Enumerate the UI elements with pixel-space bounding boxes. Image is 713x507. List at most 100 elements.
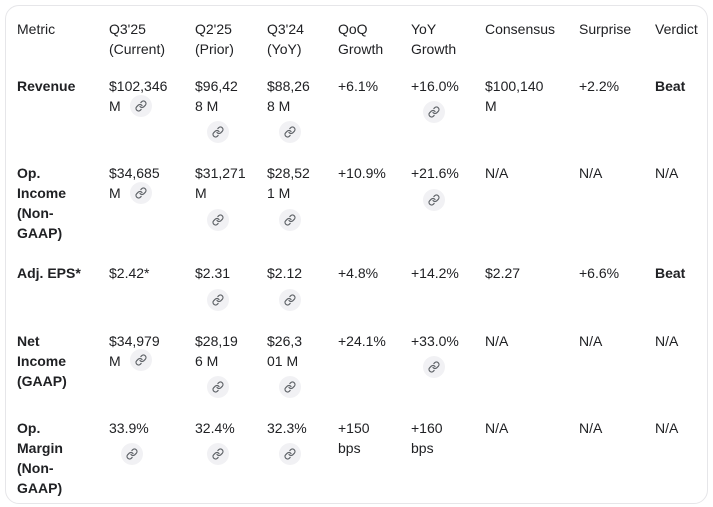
cell-value: +21.6%: [411, 165, 459, 182]
pill-row: [279, 207, 330, 231]
citation-link-pill[interactable]: [207, 288, 229, 311]
cell-value: $102,346 M: [109, 78, 168, 114]
cell-value: $2.42*: [109, 265, 150, 282]
link-icon: [212, 294, 224, 306]
value-cell: $28,19 6 M: [195, 331, 267, 418]
column-header-surprise: Surprise: [579, 21, 632, 37]
value-cell: 33.9%: [109, 418, 195, 502]
table-row: Net Income (GAAP) $34,979 M $28,19 6 M $26,…: [17, 331, 707, 418]
value-cell: +150 bps: [338, 418, 411, 502]
link-icon: [212, 126, 224, 138]
cell-value: +4.8%: [338, 265, 379, 282]
column-header-qoq-growth: QoQ Growth: [338, 21, 384, 57]
citation-link-pill[interactable]: [129, 349, 152, 372]
pill-row: [207, 287, 259, 311]
link-icon: [135, 187, 147, 199]
value-cell: $34,685 M: [109, 163, 195, 263]
citation-link-pill[interactable]: [129, 182, 152, 205]
citation-link-pill[interactable]: [129, 94, 152, 117]
cell-value: +2.2%: [579, 78, 620, 94]
metric-label: Adj. EPS*: [17, 265, 81, 282]
pill-row: [279, 442, 330, 466]
cell-value: $2.12: [267, 265, 303, 282]
value-cell: +14.2%: [411, 263, 485, 330]
link-icon: [428, 194, 440, 206]
value-cell: N/A: [655, 163, 707, 263]
pill-row: [423, 355, 477, 378]
metric-cell: Op. Income (Non- GAAP): [17, 163, 109, 263]
header-row: Metric Q3'25 (Current) Q2'25 (Prior) Q3'24 …: [17, 19, 707, 76]
column-header-verdict: Verdict: [655, 21, 698, 37]
column-header-consensus: Consensus: [485, 21, 556, 37]
cell-value: +6.1%: [338, 78, 379, 94]
pill-row: [207, 120, 259, 144]
citation-link-pill[interactable]: [279, 443, 301, 466]
metric-label: Net Income (GAAP): [17, 332, 67, 389]
table-row: Adj. EPS* $2.42* $2.31 $2.12 +4.8% +14.2% $2.2…: [17, 263, 707, 330]
column-header-yoy-growth: YoY Growth: [411, 21, 457, 57]
metrics-table: Metric Q3'25 (Current) Q2'25 (Prior) Q3'24 …: [17, 19, 707, 502]
metric-cell: Op. Margin (Non- GAAP): [17, 418, 109, 502]
citation-link-pill[interactable]: [279, 375, 301, 398]
value-cell: $26,3 01 M: [267, 331, 338, 418]
pill-row: [279, 375, 330, 398]
value-cell: +16.0%: [411, 76, 485, 163]
cell-value: +6.6%: [579, 265, 620, 282]
link-icon: [284, 214, 296, 226]
value-cell: Beat: [655, 76, 707, 163]
cell-value: $100,140 M: [485, 78, 544, 114]
cell-value: 32.4%: [195, 419, 235, 436]
value-cell: N/A: [485, 418, 579, 502]
cell-value: N/A: [579, 419, 603, 436]
link-icon: [284, 381, 296, 393]
value-cell: $2.27: [485, 263, 579, 330]
citation-link-pill[interactable]: [423, 101, 445, 124]
cell-value: $31,271 M: [195, 165, 246, 202]
pill-row: [207, 375, 259, 398]
metric-label: Op. Income (Non- GAAP): [17, 165, 67, 242]
cell-value: N/A: [579, 165, 603, 182]
value-cell: N/A: [655, 331, 707, 418]
cell-value: +33.0%: [411, 332, 459, 349]
value-cell: $102,346 M: [109, 76, 195, 163]
value-cell: N/A: [579, 163, 655, 263]
pill-row: [423, 187, 477, 211]
citation-link-pill[interactable]: [279, 208, 301, 231]
cell-value: Beat: [655, 78, 686, 94]
link-icon: [284, 294, 296, 306]
cell-value: +160 bps: [411, 419, 443, 456]
citation-link-pill[interactable]: [121, 443, 143, 466]
pill-row: [207, 442, 259, 466]
cell-value: $28,19 6 M: [195, 332, 238, 369]
link-icon: [212, 214, 224, 226]
link-icon: [284, 126, 296, 138]
value-cell: $34,979 M: [109, 331, 195, 418]
citation-link-pill[interactable]: [207, 375, 229, 398]
table-row: Op. Income (Non- GAAP) $34,685 M $31,271 M…: [17, 163, 707, 263]
column-header-q3-24-yoy: Q3'24 (YoY): [267, 21, 304, 57]
value-cell: N/A: [655, 418, 707, 502]
metric-cell: Adj. EPS*: [17, 263, 109, 330]
value-cell: +6.6%: [579, 263, 655, 330]
value-cell: N/A: [579, 331, 655, 418]
column-header-metric: Metric: [17, 21, 56, 37]
value-cell: Beat: [655, 263, 707, 330]
cell-value: N/A: [655, 332, 679, 349]
citation-link-pill[interactable]: [207, 443, 229, 466]
citation-link-pill[interactable]: [423, 355, 445, 378]
value-cell: $2.12: [267, 263, 338, 330]
value-cell: +21.6%: [411, 163, 485, 263]
cell-value: N/A: [579, 332, 603, 349]
cell-value: $88,26 8 M: [267, 78, 310, 114]
column-header-q3-25-current: Q3'25 (Current): [109, 21, 166, 57]
metric-cell: Revenue: [17, 76, 109, 163]
citation-link-pill[interactable]: [279, 288, 301, 311]
link-icon: [212, 381, 224, 393]
citation-link-pill[interactable]: [423, 188, 445, 211]
citation-link-pill[interactable]: [207, 121, 229, 144]
metric-cell: Net Income (GAAP): [17, 331, 109, 418]
citation-link-pill[interactable]: [279, 121, 301, 144]
cell-value: +10.9%: [338, 165, 386, 182]
citation-link-pill[interactable]: [207, 208, 229, 231]
pill-row: [279, 120, 330, 144]
